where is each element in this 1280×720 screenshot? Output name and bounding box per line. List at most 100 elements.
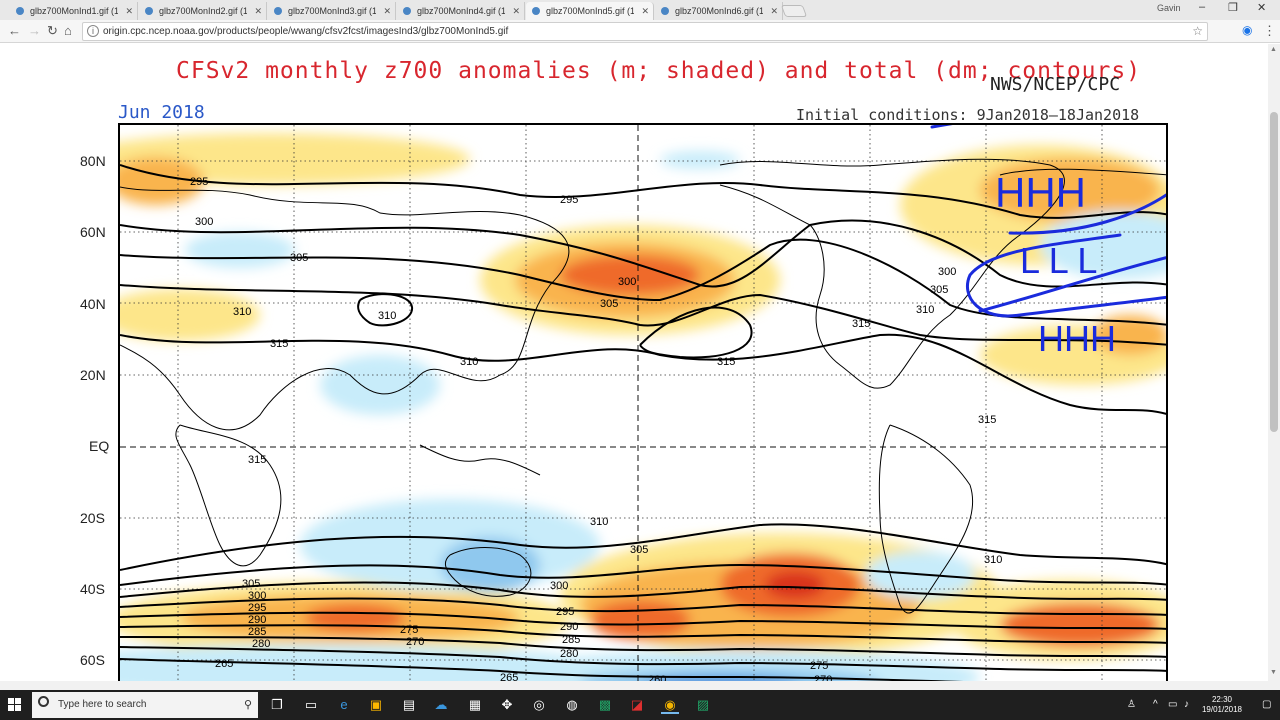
contour-label: 265 [500,672,518,681]
scroll-up-icon[interactable]: ▲ [1270,46,1277,53]
coastline-australia [444,547,532,597]
maximize-icon[interactable]: ❐ [1228,2,1238,14]
taskbar-clock[interactable]: 22:30 19/01/2018 [1200,695,1244,715]
tab-label: glbz700MonInd3.gif (110... [288,6,376,16]
back-icon[interactable]: ← [8,23,21,38]
address-bar[interactable]: i origin.cpc.ncep.noaa.gov/products/peop… [82,22,1208,41]
contour-label: 295 [190,176,208,188]
home-icon[interactable]: ⌂ [64,23,72,38]
contour-315 [120,333,1166,415]
contour-label: 260 [648,674,666,681]
positive-anomaly-max [765,571,825,599]
browser-tab[interactable]: glbz700MonInd6.gif (110... ✕ [655,2,783,20]
lat-label: 40N [80,296,106,312]
settings-icon[interactable]: ✥ [501,697,513,712]
file-explorer-icon[interactable]: ▭ [304,697,318,712]
close-icon[interactable]: ✕ [641,6,649,16]
windows-start-icon[interactable] [8,698,22,712]
lat-label: 80N [80,153,106,169]
clock-time: 22:30 [1211,695,1233,704]
profile-name[interactable]: Gavin [1157,3,1181,13]
coastline-north-america [719,158,1065,389]
bookmark-star-icon[interactable]: ☆ [1192,24,1203,38]
notification-icon[interactable]: ▢ [1262,699,1272,710]
network-icon[interactable]: ▭ [1168,699,1178,710]
contour-285-south [120,624,1166,644]
contour-label: 315 [852,318,870,330]
negative-anomaly-light [320,355,440,415]
microphone-icon[interactable]: ⚲ [243,699,252,711]
onedrive-icon[interactable]: ☁ [434,697,448,712]
tab-label: glbz700MonInd1.gif (110... [30,6,118,16]
browser-tab-active[interactable]: glbz700MonInd5.gif (110... ✕ [526,2,654,20]
media-icon[interactable]: ◎ [533,697,545,712]
edge-browser-icon[interactable]: e [340,697,348,712]
positive-anomaly-high [1000,603,1160,647]
tray-chevron-icon[interactable]: ^ [1153,699,1158,710]
contour-295-south [120,597,1166,616]
menu-icon[interactable]: ⋮ [1263,23,1276,38]
camera-icon[interactable]: ◍ [566,697,578,712]
map-credit: NWS/NCEP/CPC [990,74,1121,95]
contour-310 [120,284,1166,346]
contour-label: 290 [560,621,578,633]
contour-305-south [120,563,1166,586]
reload-icon[interactable]: ↻ [47,23,58,38]
contour-label: 310 [378,310,396,322]
browser-tab-strip: glbz700MonInd1.gif (110... ✕ glbz700MonI… [0,0,1280,20]
contour-label: 310 [916,304,934,316]
taskbar-search-box[interactable]: Type here to search ⚲ [32,692,258,718]
editor-icon[interactable]: ▨ [696,697,710,712]
browser-tab[interactable]: glbz700MonInd4.gif (110... ✕ [397,2,525,20]
initial-conditions: Initial conditions: 9Jan2018–18Jan2018 [796,106,1140,124]
contour-label: 300 [195,216,213,228]
scrollbar-thumb[interactable] [1270,112,1278,432]
store-icon[interactable]: ▣ [369,697,383,712]
search-placeholder: Type here to search [58,699,147,710]
positive-anomaly-high [305,604,405,632]
drawing-app-icon[interactable]: ◪ [630,697,644,712]
close-icon[interactable]: ✕ [770,6,778,16]
annotation-loop-middle [966,233,1166,318]
new-tab-button[interactable] [780,5,808,17]
page-scrollbar[interactable]: ▲ ▼ [1268,44,1280,681]
map-grid [120,125,1166,681]
contour-270-south [120,658,964,681]
scroll-down-icon[interactable]: ▼ [1270,669,1277,676]
map-month: Jun 2018 [118,102,205,123]
tab-label: glbz700MonInd2.gif (110... [159,6,247,16]
close-icon[interactable]: ✕ [383,6,391,16]
photos-icon[interactable]: ▤ [402,697,416,712]
info-icon[interactable]: i [87,25,99,37]
coastline-africa [175,424,282,567]
contour-305 [120,238,1166,326]
calendar-icon[interactable]: ▦ [468,697,482,712]
globe-icon [661,7,669,15]
globe-icon [403,7,411,15]
contour-label: 305 [242,578,260,590]
close-icon[interactable]: ✕ [512,6,520,16]
extension-icon[interactable]: ◉ [1242,23,1253,37]
volume-icon[interactable]: ♪ [1184,699,1189,710]
browser-tab[interactable]: glbz700MonInd2.gif (110... ✕ [139,2,267,20]
positive-anomaly-mid [980,158,1160,222]
close-window-icon[interactable]: ✕ [1257,2,1267,14]
browser-tab[interactable]: glbz700MonInd3.gif (110... ✕ [268,2,396,20]
chrome-browser-icon[interactable]: ◉ [661,696,679,714]
coastline-eurasia [120,186,570,431]
contour-label: 305 [630,544,648,556]
minimize-icon[interactable]: – [1199,1,1206,13]
people-icon[interactable]: ♙ [1127,699,1136,710]
contour-label: 270 [406,636,424,648]
annotation-low: L L L [1020,240,1097,281]
clock-date: 19/01/2018 [1201,705,1243,714]
url-text[interactable]: origin.cpc.ncep.noaa.gov/products/people… [103,26,509,37]
contour-label: 295 [248,602,266,614]
task-view-icon[interactable]: ❐ [271,697,283,712]
close-icon[interactable]: ✕ [254,6,262,16]
spreadsheet-icon[interactable]: ▩ [598,697,612,712]
negative-anomaly-light [660,151,740,169]
browser-tab[interactable]: glbz700MonInd1.gif (110... ✕ [10,2,138,20]
close-icon[interactable]: ✕ [125,6,133,16]
forward-icon[interactable]: → [28,23,41,38]
